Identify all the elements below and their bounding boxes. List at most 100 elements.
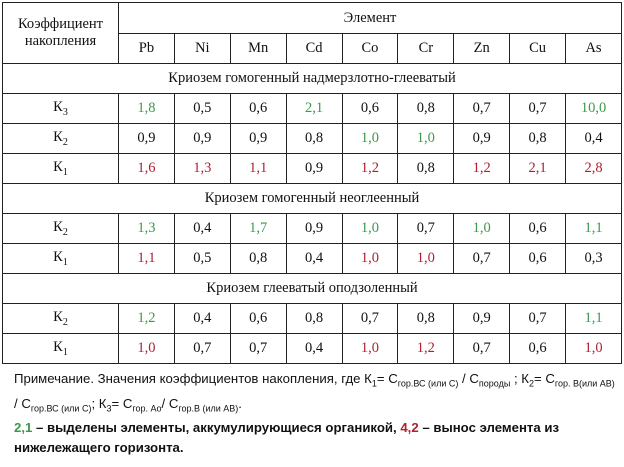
value-cell: 1,0 — [118, 333, 175, 364]
value-cell: 0,7 — [453, 93, 511, 124]
value-cell: 1,0 — [341, 243, 399, 274]
value-cell: 1,0 — [341, 333, 399, 364]
value-cell: 0,3 — [565, 243, 622, 274]
value-cell: 0,8 — [509, 123, 566, 154]
value-cell: 0,9 — [118, 123, 175, 154]
value-cell: 0,7 — [173, 333, 231, 364]
value-cell: 0,9 — [285, 153, 343, 184]
value-cell: 0,4 — [285, 243, 343, 274]
value-cell: 1,8 — [118, 93, 175, 124]
row-label: К2 — [2, 303, 119, 334]
section-row: Криозем гомогенный надмерзлотно-глееваты… — [2, 63, 622, 94]
value-cell: 0,4 — [565, 123, 622, 154]
section-title: Криозем глееватый оподзоленный — [2, 273, 622, 304]
value-cell: 0,9 — [173, 123, 231, 154]
table-row: К3 1,8 0,5 0,6 2,1 0,6 0,8 0,7 0,7 10,0 — [2, 93, 622, 124]
value-cell: 0,4 — [285, 333, 343, 364]
row-label: К2 — [2, 213, 119, 244]
value-cell: 0,9 — [229, 123, 287, 154]
value-cell: 0,6 — [509, 333, 566, 364]
row-label: К1 — [2, 153, 119, 184]
value-cell: 10,0 — [565, 93, 622, 124]
value-cell: 0,5 — [173, 243, 231, 274]
value-cell: 0,4 — [173, 213, 231, 244]
value-cell: 0,7 — [509, 303, 566, 334]
table-row: К1 1,1 0,5 0,8 0,4 1,0 1,0 0,7 0,6 0,3 — [2, 243, 622, 274]
value-cell: 0,6 — [341, 93, 399, 124]
section-row: Криозем гомогенный неоглеенный — [2, 183, 622, 214]
table-row: К1 1,6 1,3 1,1 0,9 1,2 0,8 1,2 2,1 2,8 — [2, 153, 622, 184]
value-cell: 1,1 — [565, 303, 622, 334]
value-cell: 1,0 — [453, 213, 511, 244]
value-cell: 2,1 — [285, 93, 343, 124]
table-row: К2 1,3 0,4 1,7 0,9 1,0 0,7 1,0 0,6 1,1 — [2, 213, 622, 244]
element-header-cell: Zn — [453, 33, 511, 64]
value-cell: 1,6 — [118, 153, 175, 184]
value-cell: 1,7 — [229, 213, 287, 244]
note-legend: 2,1 – выделены элементы, аккумулирующиес… — [14, 418, 622, 458]
value-cell: 0,8 — [285, 303, 343, 334]
header-row-top: Коэффициент накопления Элемент — [2, 2, 622, 64]
value-cell: 0,6 — [509, 213, 566, 244]
element-header-cell: Co — [341, 33, 399, 64]
element-group-header: Элемент — [118, 2, 622, 34]
value-cell: 0,8 — [397, 303, 455, 334]
row-label: К1 — [2, 333, 119, 364]
value-cell: 1,1 — [565, 213, 622, 244]
table-note: Примечание. Значения коэффициентов накоп… — [2, 369, 622, 458]
value-cell: 1,0 — [397, 123, 455, 154]
table-row: К2 0,9 0,9 0,9 0,8 1,0 1,0 0,9 0,8 0,4 — [2, 123, 622, 154]
legend-red-value: 4,2 — [400, 420, 419, 436]
value-cell: 0,6 — [229, 93, 287, 124]
section-title: Криозем гомогенный надмерзлотно-глееваты… — [2, 63, 622, 94]
table-row: К1 1,0 0,7 0,7 0,4 1,0 1,2 0,7 0,6 1,0 — [2, 333, 622, 364]
row-label: К1 — [2, 243, 119, 274]
element-header-cell: Cu — [509, 33, 566, 64]
element-header-cell: Pb — [118, 33, 175, 64]
element-header-row: Pb Ni Mn Cd Co Cr Zn Cu As — [3, 33, 622, 64]
value-cell: 0,6 — [229, 303, 287, 334]
value-cell: 0,6 — [509, 243, 566, 274]
element-header-cell: As — [565, 33, 622, 64]
table-row: К2 1,2 0,4 0,6 0,8 0,7 0,8 0,9 0,7 1,1 — [2, 303, 622, 334]
value-cell: 0,9 — [453, 123, 511, 154]
value-cell: 1,1 — [118, 243, 175, 274]
value-cell: 0,7 — [229, 333, 287, 364]
value-cell: 1,0 — [341, 123, 399, 154]
note-formula: Примечание. Значения коэффициентов накоп… — [14, 371, 615, 414]
row-label: К2 — [2, 123, 119, 154]
value-cell: 1,0 — [341, 213, 399, 244]
value-cell: 0,9 — [285, 213, 343, 244]
row-label: К3 — [2, 93, 119, 124]
value-cell: 0,8 — [229, 243, 287, 274]
value-cell: 1,2 — [118, 303, 175, 334]
value-cell: 1,0 — [565, 333, 622, 364]
value-cell: 1,2 — [453, 153, 511, 184]
section-title: Криозем гомогенный неоглеенный — [2, 183, 622, 214]
element-header-cell: Ni — [173, 33, 231, 64]
table-wrapper: Коэффициент накопления Элемент Pb Ni Mn Cd C… — [2, 2, 622, 458]
value-cell: 1,1 — [229, 153, 287, 184]
section-row: Криозем глееватый оподзоленный — [2, 273, 622, 304]
value-cell: 1,0 — [397, 243, 455, 274]
value-cell: 0,7 — [397, 213, 455, 244]
coefficient-table: Коэффициент накопления Элемент Pb Ni Mn Cd C… — [2, 2, 622, 364]
value-cell: 0,8 — [285, 123, 343, 154]
value-cell: 0,8 — [397, 93, 455, 124]
value-cell: 1,3 — [118, 213, 175, 244]
coef-column-header: Коэффициент накопления — [2, 2, 119, 64]
legend-green-value: 2,1 — [14, 420, 33, 436]
legend-red-text: – вынос элемента из нижележащего горизон… — [14, 420, 560, 456]
value-cell: 0,5 — [173, 93, 231, 124]
value-cell: 2,1 — [509, 153, 566, 184]
value-cell: 0,7 — [453, 333, 511, 364]
value-cell: 1,2 — [397, 333, 455, 364]
element-header-cell: Mn — [229, 33, 287, 64]
table-body: Криозем гомогенный надмерзлотно-глееваты… — [2, 63, 622, 364]
value-cell: 2,8 — [565, 153, 622, 184]
value-cell: 0,8 — [397, 153, 455, 184]
value-cell: 1,2 — [341, 153, 399, 184]
value-cell: 0,7 — [509, 93, 566, 124]
value-cell: 0,7 — [341, 303, 399, 334]
element-header-cell: Cd — [285, 33, 343, 64]
